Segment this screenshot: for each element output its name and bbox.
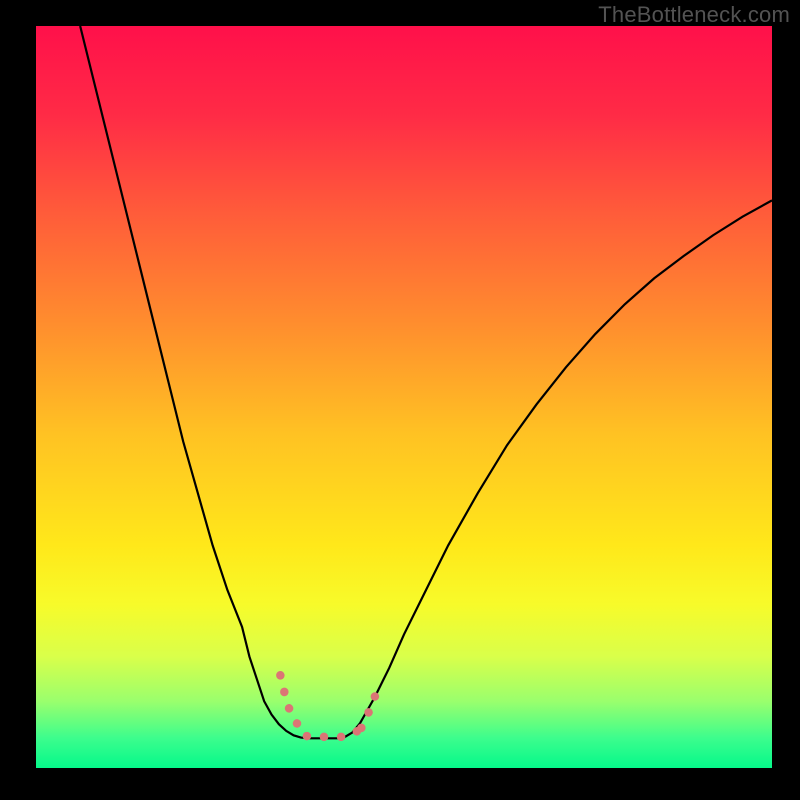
watermark-text: TheBottleneck.com — [598, 2, 790, 28]
plot-background — [36, 26, 772, 768]
bottleneck-chart: TheBottleneck.com — [0, 0, 800, 800]
plot-svg — [0, 0, 800, 800]
